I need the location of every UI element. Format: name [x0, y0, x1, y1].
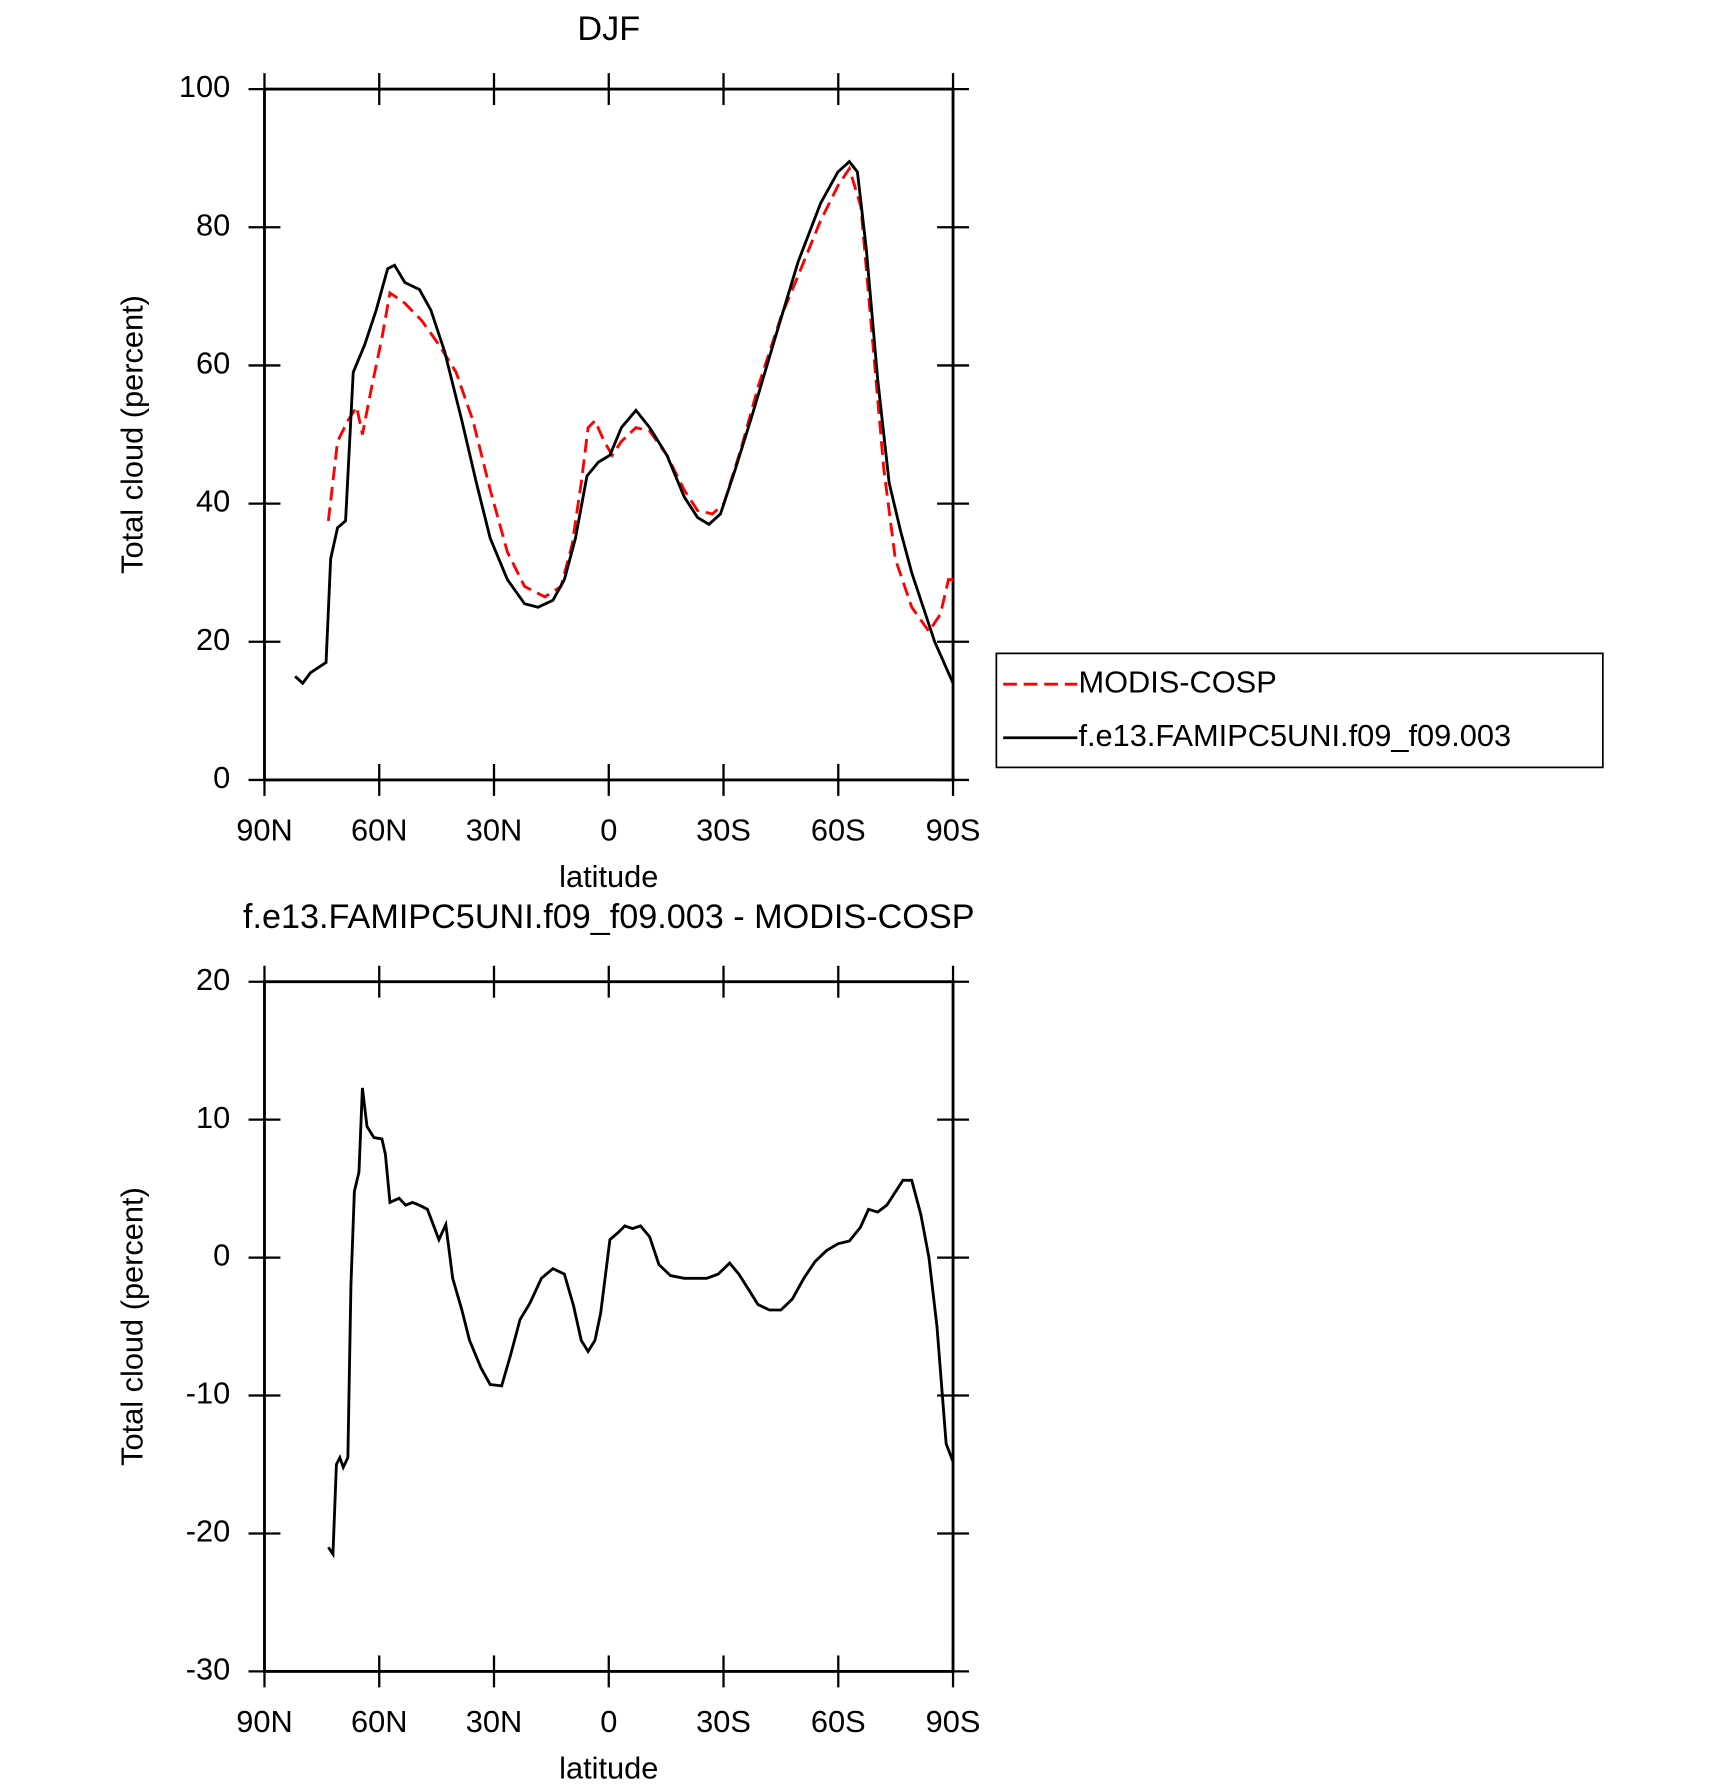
plot-frame	[263, 87, 955, 782]
x-tick-label: 90S	[926, 1704, 981, 1739]
y-tick-label: -10	[186, 1376, 230, 1411]
y-tick-label: 20	[196, 962, 230, 997]
data-line	[294, 159, 955, 686]
y-tick-label: 20	[196, 622, 230, 657]
x-tick-label: 60S	[811, 812, 866, 847]
x-tick-label: 60N	[351, 812, 407, 847]
y-tick-label: -30	[186, 1652, 230, 1687]
x-tick-label: 90S	[926, 812, 981, 847]
y-tick-label: 40	[196, 484, 230, 519]
y-axis-label: Total cloud (percent)	[115, 1187, 150, 1466]
y-axis-label: Total cloud (percent)	[115, 295, 150, 574]
x-tick-label: 90N	[236, 1704, 292, 1739]
x-tick-label: 30S	[696, 812, 751, 847]
legend-label: f.e13.FAMIPC5UNI.f09_f09.003	[1078, 718, 1511, 753]
chart-title: f.e13.FAMIPC5UNI.f09_f09.003 - MODIS-COS…	[243, 898, 975, 936]
x-tick-label: 0	[600, 812, 617, 847]
x-tick-label: 30S	[696, 1704, 751, 1739]
y-tick-label: 0	[213, 760, 230, 795]
y-tick-label: 100	[179, 69, 230, 104]
y-tick-label: -20	[186, 1514, 230, 1549]
x-axis-label: latitude	[559, 1751, 658, 1786]
legend-label: MODIS-COSP	[1078, 664, 1276, 699]
chart-title: DJF	[577, 10, 640, 48]
x-tick-label: 60S	[811, 1704, 866, 1739]
x-axis-label: latitude	[559, 859, 658, 894]
legend-box	[995, 652, 1604, 769]
y-tick-label: 60	[196, 346, 230, 381]
plot-frame	[263, 980, 955, 1673]
data-line	[327, 1087, 955, 1559]
x-tick-label: 0	[600, 1704, 617, 1739]
x-tick-label: 60N	[351, 1704, 407, 1739]
data-line	[326, 165, 954, 634]
x-tick-label: 30N	[466, 812, 522, 847]
y-tick-label: 10	[196, 1100, 230, 1135]
x-tick-label: 90N	[236, 812, 292, 847]
y-tick-label: 0	[213, 1238, 230, 1273]
y-tick-label: 80	[196, 207, 230, 242]
x-tick-label: 30N	[466, 1704, 522, 1739]
